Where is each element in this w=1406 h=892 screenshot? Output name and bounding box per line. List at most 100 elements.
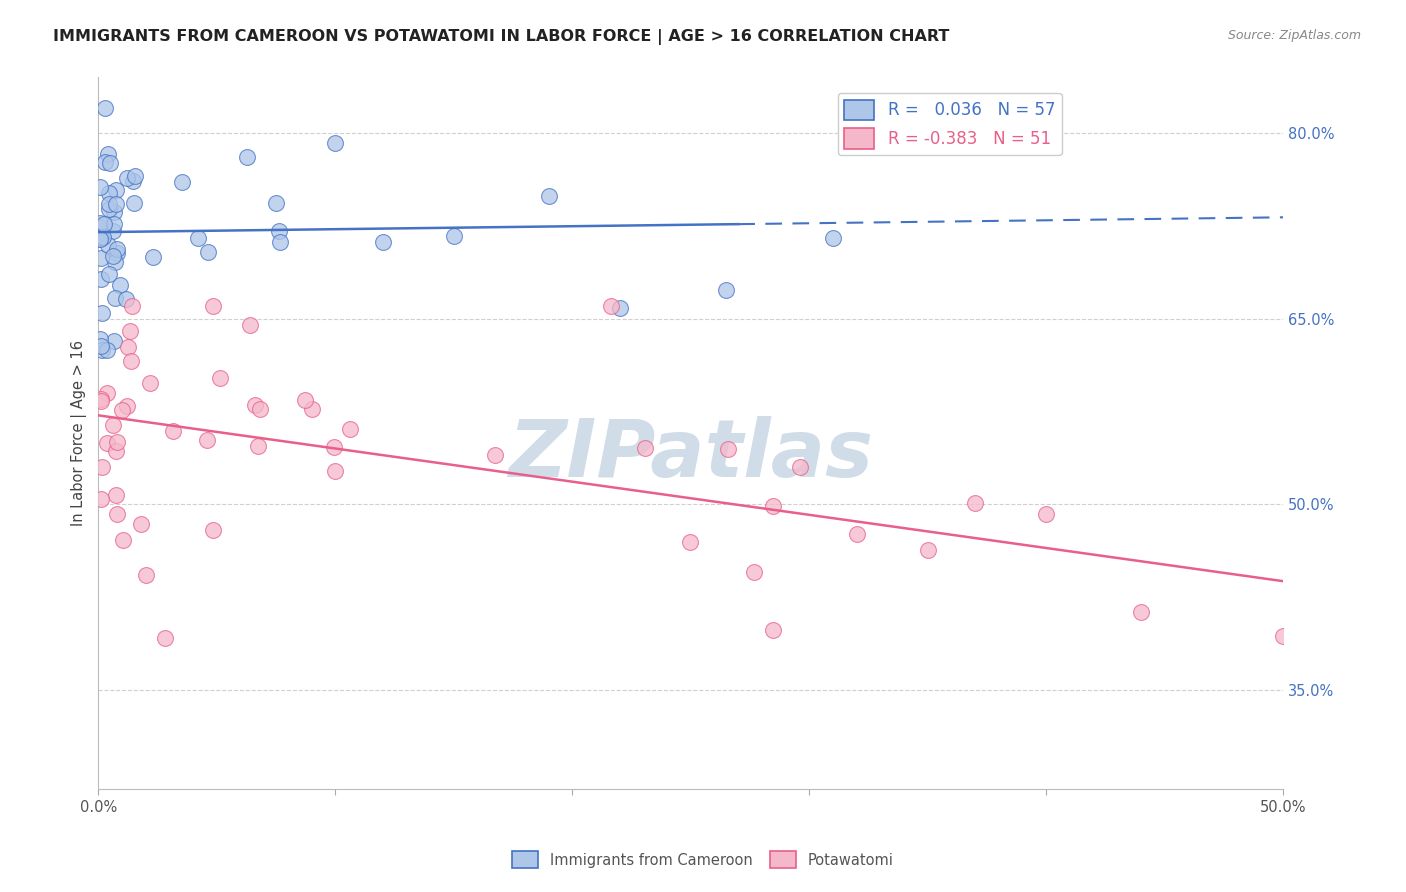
Point — [115, 399, 138, 413]
Point — [208, 371, 231, 385]
Point — [325, 136, 347, 151]
Point — [716, 284, 738, 298]
Point — [138, 376, 160, 390]
Point — [245, 398, 267, 412]
Point — [269, 224, 291, 238]
Text: IMMIGRANTS FROM CAMEROON VS POTAWATOMI IN LABOR FORCE | AGE > 16 CORRELATION CHA: IMMIGRANTS FROM CAMEROON VS POTAWATOMI I… — [53, 29, 950, 45]
Point — [108, 277, 131, 292]
Point — [89, 216, 111, 230]
Point — [599, 300, 621, 314]
Point — [264, 195, 287, 210]
Point — [96, 436, 118, 450]
Point — [101, 417, 124, 432]
Point — [634, 442, 657, 456]
Point — [120, 324, 142, 338]
Point — [105, 435, 128, 450]
Point — [89, 220, 111, 235]
Point — [197, 244, 219, 259]
Point — [89, 232, 111, 246]
Point — [96, 146, 118, 161]
Point — [239, 318, 262, 332]
Point — [103, 334, 125, 348]
Point — [90, 392, 112, 406]
Point — [202, 300, 225, 314]
Point — [1272, 629, 1295, 643]
Point — [744, 566, 766, 580]
Point — [97, 197, 120, 211]
Point — [115, 293, 138, 307]
Point — [105, 443, 128, 458]
Point — [90, 229, 112, 244]
Point — [103, 205, 125, 219]
Point — [91, 343, 114, 358]
Point — [124, 169, 146, 183]
Point — [97, 238, 120, 252]
Point — [762, 623, 785, 637]
Point — [965, 496, 987, 510]
Point — [97, 186, 120, 200]
Text: Source: ZipAtlas.com: Source: ZipAtlas.com — [1227, 29, 1361, 42]
Point — [249, 402, 271, 417]
Point — [90, 460, 112, 475]
Text: ZIPatlas: ZIPatlas — [509, 416, 873, 493]
Point — [93, 218, 115, 232]
Point — [111, 402, 134, 417]
Point — [679, 534, 702, 549]
Y-axis label: In Labor Force | Age > 16: In Labor Force | Age > 16 — [72, 340, 87, 526]
Point — [294, 393, 316, 408]
Point — [609, 301, 631, 315]
Point — [443, 229, 465, 244]
Point — [170, 176, 193, 190]
Point — [89, 332, 111, 346]
Point — [94, 102, 117, 116]
Point — [269, 235, 291, 249]
Point — [917, 543, 939, 558]
Point — [120, 353, 142, 368]
Point — [105, 245, 128, 260]
Point — [91, 306, 114, 320]
Legend: R =   0.036   N = 57, R = -0.383   N = 51: R = 0.036 N = 57, R = -0.383 N = 51 — [838, 93, 1062, 155]
Point — [339, 422, 361, 436]
Point — [96, 343, 118, 357]
Point — [187, 231, 209, 245]
Point — [105, 242, 128, 256]
Point — [537, 188, 560, 202]
Point — [98, 202, 121, 216]
Point — [117, 340, 139, 354]
Point — [129, 516, 152, 531]
Point — [762, 499, 785, 513]
Point — [98, 156, 121, 170]
Point — [371, 235, 394, 250]
Legend: Immigrants from Cameroon, Potawatomi: Immigrants from Cameroon, Potawatomi — [506, 846, 900, 874]
Point — [323, 464, 346, 478]
Point — [101, 250, 124, 264]
Point — [89, 180, 111, 194]
Point — [246, 439, 269, 453]
Point — [135, 568, 157, 582]
Point — [104, 488, 127, 502]
Point — [1130, 605, 1153, 619]
Point — [105, 507, 128, 521]
Point — [1035, 507, 1057, 521]
Point — [103, 217, 125, 231]
Point — [142, 250, 165, 264]
Point — [121, 174, 143, 188]
Point — [115, 170, 138, 185]
Point — [97, 268, 120, 282]
Point — [124, 196, 146, 211]
Point — [301, 401, 323, 416]
Point — [103, 224, 125, 238]
Point — [789, 460, 811, 475]
Point — [235, 150, 257, 164]
Point — [90, 339, 112, 353]
Point — [91, 229, 114, 244]
Point — [104, 196, 127, 211]
Point — [89, 232, 111, 246]
Point — [89, 230, 111, 244]
Point — [93, 155, 115, 169]
Point — [323, 440, 346, 454]
Point — [111, 533, 134, 547]
Point — [484, 448, 506, 462]
Point — [90, 272, 112, 286]
Point — [823, 231, 845, 245]
